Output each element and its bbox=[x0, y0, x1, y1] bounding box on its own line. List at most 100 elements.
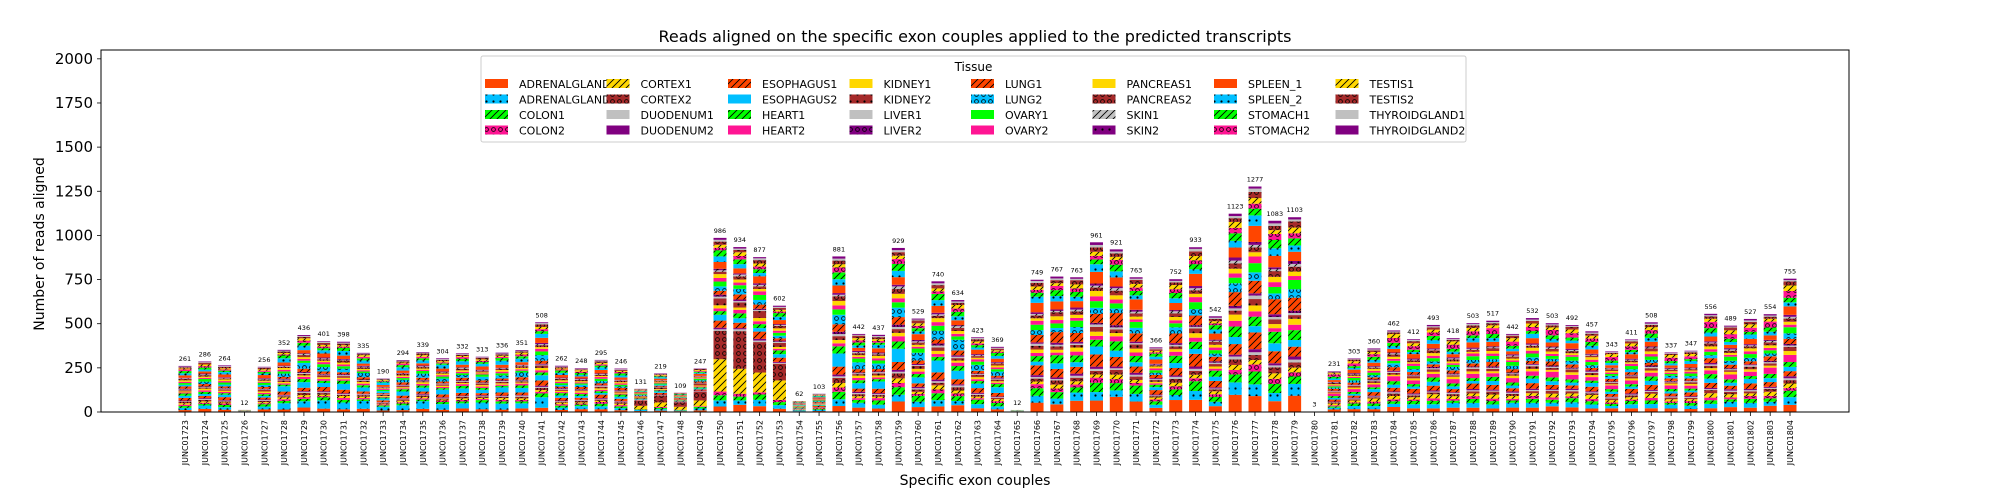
bar-segment-heart2 bbox=[694, 386, 707, 387]
bar-segment-liver2 bbox=[1249, 293, 1262, 295]
bar-segment-spleen_1 bbox=[179, 375, 192, 377]
bar-segment-skin1 bbox=[535, 344, 548, 345]
bar-segment-duodenum1 bbox=[1110, 368, 1123, 370]
bar-segment-cortex1 bbox=[753, 373, 766, 393]
bar-segment-colon2 bbox=[733, 394, 746, 397]
bar-segment-cortex2 bbox=[416, 396, 429, 397]
bar-JUNC01759 bbox=[892, 248, 905, 412]
bar-segment-thyroidgland1 bbox=[515, 351, 528, 352]
bar-segment-esophagus1 bbox=[416, 392, 429, 394]
bar-segment-skin1 bbox=[733, 275, 746, 277]
bar-segment-ovary2 bbox=[555, 382, 568, 383]
bar-segment-kidney2 bbox=[1744, 367, 1757, 370]
bar-segment-heart1 bbox=[337, 381, 350, 384]
bar-segment-colon1 bbox=[1169, 389, 1182, 395]
bar-segment-adrenalgland1 bbox=[832, 406, 845, 412]
bar-segment-cortex1 bbox=[1189, 375, 1202, 378]
x-tick-label: JUNC01739 bbox=[498, 420, 507, 466]
bar-segment-stomach2 bbox=[1645, 330, 1658, 334]
bar-segment-liver1 bbox=[396, 385, 409, 386]
bar-segment-lung1 bbox=[1466, 363, 1479, 366]
bar-segment-colon1 bbox=[595, 404, 608, 406]
bar-segment-duodenum1 bbox=[357, 394, 370, 395]
bar-segment-stomach2 bbox=[1189, 260, 1202, 264]
bar-segment-esophagus2 bbox=[1585, 383, 1598, 387]
bar-segment-heart2 bbox=[1050, 353, 1063, 356]
bar-segment-stomach2 bbox=[1566, 333, 1579, 337]
bar-segment-ovary2 bbox=[1407, 364, 1420, 366]
bar-segment-cortex1 bbox=[951, 390, 964, 393]
x-tick-label: JUNC01786 bbox=[1429, 420, 1438, 466]
legend-swatch bbox=[1093, 126, 1116, 135]
bar-JUNC01785 bbox=[1407, 339, 1420, 412]
bar-segment-stomach1 bbox=[1466, 335, 1479, 338]
bar-segment-esophagus1 bbox=[535, 380, 548, 385]
bar-segment-stomach2 bbox=[416, 357, 429, 358]
bar-segment-ovary2 bbox=[179, 382, 192, 383]
bar-segment-esophagus1 bbox=[1268, 351, 1281, 363]
bar-segment-ovary1 bbox=[1704, 352, 1717, 355]
bar-segment-pancreas2 bbox=[1149, 365, 1162, 366]
bar-segment-adrenalgland2 bbox=[1050, 399, 1063, 405]
bar-segment-cortex1 bbox=[337, 396, 350, 398]
bar-segment-heart2 bbox=[892, 336, 905, 341]
bar-segment-esophagus2 bbox=[258, 396, 271, 398]
bar-segment-heart1 bbox=[1784, 362, 1797, 367]
bar-segment-cortex2 bbox=[1169, 379, 1182, 383]
bar-JUNC01764 bbox=[991, 347, 1004, 412]
bar-segment-stomach2 bbox=[654, 376, 667, 377]
bar-segment-thyroidgland2 bbox=[555, 366, 568, 367]
bar-segment-skin2 bbox=[416, 365, 429, 366]
bar-segment-stomach2 bbox=[476, 361, 489, 362]
bar-segment-lung2 bbox=[396, 380, 409, 383]
y-axis-label: Number of reads aligned bbox=[32, 157, 48, 331]
bar-segment-duodenum2 bbox=[971, 393, 984, 394]
bar-segment-colon1 bbox=[396, 404, 409, 406]
bar-segment-cortex2 bbox=[1784, 380, 1797, 383]
bar-segment-esophagus2 bbox=[476, 390, 489, 393]
bar-total-label: 248 bbox=[575, 357, 587, 365]
bar-segment-cortex1 bbox=[634, 406, 647, 409]
bar-total-label: 360 bbox=[1368, 337, 1380, 345]
bar-segment-duodenum2 bbox=[1050, 377, 1063, 379]
bar-segment-kidney2 bbox=[476, 383, 489, 385]
bar-JUNC01781 bbox=[1328, 371, 1341, 412]
bar-segment-heart2 bbox=[733, 310, 746, 314]
bar-segment-colon1 bbox=[218, 405, 231, 407]
bar-segment-liver2 bbox=[1427, 367, 1440, 368]
bar-segment-thyroidgland2 bbox=[1427, 325, 1440, 326]
bar-segment-ovary1 bbox=[1031, 325, 1044, 330]
legend-swatch bbox=[485, 95, 508, 104]
bar-segment-heart1 bbox=[1546, 377, 1559, 381]
bar-segment-thyroidgland1 bbox=[357, 354, 370, 355]
bar-segment-skin2 bbox=[714, 269, 727, 271]
bar-segment-liver2 bbox=[1070, 342, 1083, 344]
bar-segment-testis1 bbox=[971, 341, 984, 343]
bar-segment-colon2 bbox=[198, 403, 211, 404]
bar-segment-colon2 bbox=[416, 398, 429, 399]
bar-segment-spleen_1 bbox=[1387, 349, 1400, 353]
bar-segment-lung1 bbox=[476, 380, 489, 382]
bar-segment-esophagus2 bbox=[1466, 381, 1479, 384]
bar-segment-liver2 bbox=[1526, 364, 1539, 365]
bar-segment-stomach2 bbox=[1070, 288, 1083, 292]
bar-segment-colon1 bbox=[991, 403, 1004, 406]
bar-segment-ovary2 bbox=[278, 370, 291, 372]
bar-segment-pancreas1 bbox=[1724, 353, 1737, 355]
bar-segment-cortex1 bbox=[1427, 394, 1440, 398]
bar-total-label: 423 bbox=[971, 326, 983, 334]
bar-segment-spleen_1 bbox=[357, 364, 370, 366]
bar-segment-duodenum1 bbox=[991, 397, 1004, 398]
bar-segment-stomach2 bbox=[1249, 204, 1262, 209]
bar-segment-testis2 bbox=[1466, 325, 1479, 327]
bar-segment-skin2 bbox=[852, 351, 865, 352]
bar-segment-heart2 bbox=[297, 377, 310, 379]
bar-total-label: 313 bbox=[476, 346, 488, 354]
bar-segment-stomach1 bbox=[1090, 259, 1103, 264]
bar-segment-lung2 bbox=[535, 355, 548, 361]
bar-segment-testis1 bbox=[1169, 285, 1182, 289]
bar-segment-cortex2 bbox=[971, 395, 984, 397]
bar-segment-testis2 bbox=[1665, 354, 1678, 355]
bar-segment-stomach2 bbox=[931, 291, 944, 294]
bar-segment-ovary2 bbox=[1110, 300, 1123, 304]
